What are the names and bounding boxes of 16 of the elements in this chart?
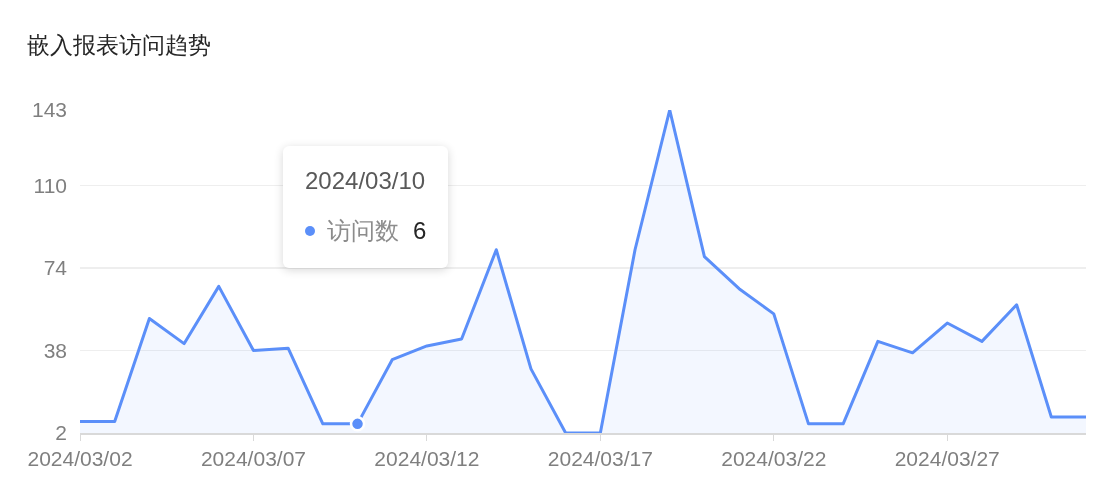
y-tick-label: 2 bbox=[55, 421, 67, 445]
tooltip-card: 2024/03/10 访问数 6 bbox=[283, 146, 449, 268]
chart-title: 嵌入报表访问趋势 bbox=[27, 32, 211, 59]
y-tick-label: 74 bbox=[43, 256, 68, 280]
x-tick-label: 2024/03/02 bbox=[27, 446, 133, 470]
legend-label: 访问数 bbox=[327, 217, 399, 245]
annotation: 6 bbox=[413, 217, 427, 245]
y-tick-label: 143 bbox=[31, 98, 67, 122]
x-tick-label: 2024/03/27 bbox=[894, 446, 1000, 470]
annotation: 2024/03/10 bbox=[305, 167, 427, 195]
x-tick-label: 2024/03/17 bbox=[547, 446, 653, 470]
y-tick-label: 110 bbox=[33, 173, 67, 197]
x-tick-label: 2024/03/22 bbox=[721, 446, 827, 470]
x-tick-label: 2024/03/07 bbox=[200, 446, 306, 470]
y-tick-label: 38 bbox=[43, 338, 67, 362]
x-tick-label: 2024/03/12 bbox=[374, 446, 480, 470]
